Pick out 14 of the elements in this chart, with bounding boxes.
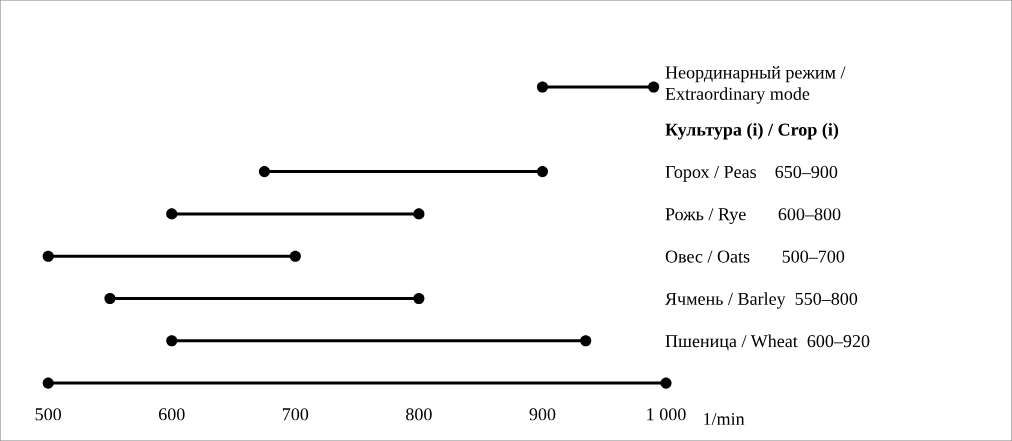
y-tick-label: Пшеница / Wheat 600–920 bbox=[665, 334, 870, 351]
x-tick-label: 800 bbox=[406, 408, 432, 421]
x-tick-label: 700 bbox=[282, 408, 309, 421]
x-axis-title: 1/min bbox=[704, 412, 745, 426]
y-tick-label: Овес / Oats 500–700 bbox=[665, 250, 845, 263]
x-tick-label: 600 bbox=[158, 408, 185, 421]
x-tick-label: 500 bbox=[35, 408, 62, 421]
y-tick-label: Рожь / Rye 600–800 bbox=[665, 208, 841, 225]
y-tick-label: Ячмень / Barley 550–800 bbox=[665, 292, 858, 309]
y-tick-label: Горох / Peas 650–900 bbox=[665, 165, 838, 182]
x-tick-label: 900 bbox=[529, 408, 556, 421]
x-tick-label: 1 000 bbox=[647, 408, 686, 421]
y-tick-label: Неординарный режим / Extraordinary mode bbox=[665, 66, 846, 104]
y-tick-label: Культура (i) / Crop (i) bbox=[665, 123, 839, 140]
